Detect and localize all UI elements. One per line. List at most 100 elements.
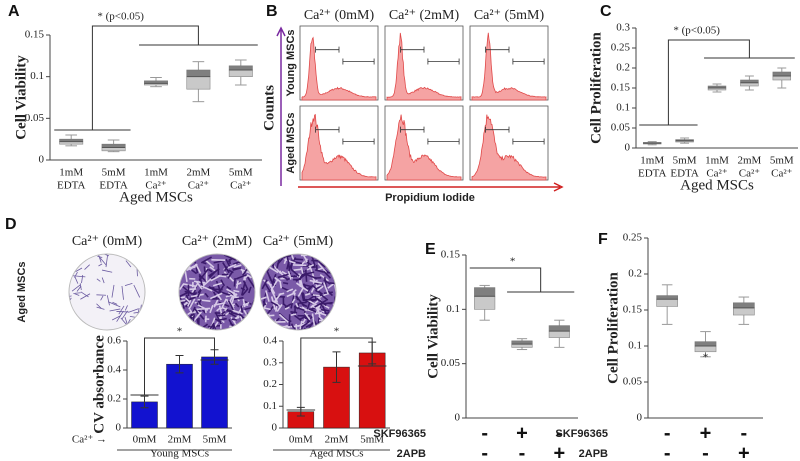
row-label: Aged MSCs: [285, 112, 297, 173]
stain-fiber: [271, 273, 277, 284]
stain-fiber: [124, 305, 128, 311]
stain-fiber: [233, 264, 242, 269]
x-tick-label: 5mM: [102, 167, 126, 179]
stain-fiber: [228, 269, 234, 274]
stain-fiber: [252, 321, 255, 330]
stain-fiber: [185, 255, 190, 267]
stain-fiber: [209, 292, 223, 300]
y-tick-label: 0.25: [611, 42, 631, 54]
gate: [342, 138, 375, 145]
gate: [427, 138, 460, 145]
stain-fiber: [268, 276, 275, 286]
stain-fiber: [195, 254, 202, 259]
y-tick-label: 0.3: [263, 356, 277, 368]
stain-fiber: [240, 320, 247, 325]
error-bar: [175, 355, 184, 374]
stain-fiber: [306, 285, 313, 293]
stain-fiber: [80, 291, 89, 298]
stain-fiber: [309, 279, 323, 284]
stain-fiber: [305, 321, 314, 330]
box-lower: [474, 295, 496, 310]
stain-fiber: [197, 317, 200, 330]
stain-fiber: [97, 255, 103, 258]
x-tick-label: 2mM: [737, 155, 761, 167]
stain-fiber: [245, 261, 255, 265]
x-tick-label: 5mM: [229, 167, 253, 179]
stain-fiber: [275, 254, 282, 258]
stain-fiber: [189, 327, 194, 330]
stain-fiber: [184, 270, 188, 282]
stain-fiber: [314, 295, 318, 301]
y-tick-label: 0.15: [611, 82, 631, 94]
stain-fiber: [295, 296, 299, 301]
stain-fiber: [324, 309, 330, 312]
annotation: * (p<0.05): [97, 11, 144, 23]
annotation: *: [177, 326, 183, 338]
stain-fiber: [231, 294, 236, 303]
stain-fiber: [325, 259, 334, 267]
stain-fiber: [319, 292, 329, 301]
stain-fiber: [246, 260, 254, 270]
stain-fiber: [260, 322, 270, 330]
stain-fiber: [101, 269, 113, 273]
y-tick-label: 0.2: [107, 393, 121, 405]
stain-fiber: [253, 268, 255, 280]
stain-fiber: [189, 312, 195, 318]
stain-fiber: [235, 274, 247, 280]
stain-fiber: [220, 279, 226, 287]
y-tick-label: 0.1: [616, 102, 630, 114]
stain-fiber: [300, 267, 304, 274]
stain-fiber: [306, 301, 311, 310]
stain-fiber: [239, 321, 244, 330]
stain-fiber: [290, 313, 297, 316]
x-tick-label: Ca²⁺: [706, 168, 728, 180]
axis-label: Counts: [261, 85, 277, 131]
stain-fiber: [96, 303, 102, 309]
significance-bracket: [639, 39, 795, 126]
stain-fiber: [128, 254, 139, 259]
x-axis-label: Aged MSCs: [309, 448, 363, 460]
x-tick-label: Ca²⁺: [771, 168, 793, 180]
box-upper: [186, 69, 211, 77]
stain-image: [260, 254, 336, 330]
stain-fiber: [191, 282, 199, 294]
stain-fiber: [200, 285, 213, 292]
x-tick-label: EDTA: [670, 168, 699, 180]
stain-fiber: [323, 304, 330, 309]
y-tick-label: 0.25: [623, 232, 643, 244]
histogram: [386, 114, 462, 181]
y-tick-label: 0.05: [623, 376, 643, 388]
x-tick-label: 5mM: [203, 434, 227, 446]
box-lower: [186, 76, 211, 90]
stain-fiber: [189, 309, 193, 314]
stain-fiber: [205, 260, 215, 269]
y-tick-label: 0.15: [25, 29, 45, 41]
stain-fiber: [179, 309, 182, 316]
stain-fiber: [185, 297, 190, 303]
stain-fiber: [213, 298, 219, 308]
stain-fiber: [198, 313, 205, 320]
stain-fiber: [304, 312, 311, 321]
y-tick-label: 0.1: [628, 340, 642, 352]
stain-fiber: [192, 311, 202, 323]
stain-fiber: [179, 283, 185, 290]
axis-arrow: [276, 26, 286, 186]
stain-fiber: [128, 308, 139, 313]
stain-fiber: [202, 323, 209, 329]
stain-fiber: [323, 282, 330, 295]
stain-fiber: [98, 263, 103, 267]
stain-fiber: [241, 287, 249, 296]
treatment-mark: -: [664, 442, 671, 461]
stain-fiber: [293, 305, 305, 312]
box-lower: [772, 75, 792, 81]
stain-fiber: [266, 306, 274, 315]
stain-fiber: [231, 318, 237, 321]
x-tick-label: EDTA: [57, 180, 86, 192]
stain-fiber: [187, 300, 191, 307]
box-upper: [656, 295, 679, 300]
stain-fiber: [260, 258, 262, 269]
panel-label: E: [425, 241, 436, 258]
stain-fiber: [221, 306, 228, 311]
stain-fiber: [179, 259, 183, 268]
stain-fiber: [111, 284, 115, 298]
